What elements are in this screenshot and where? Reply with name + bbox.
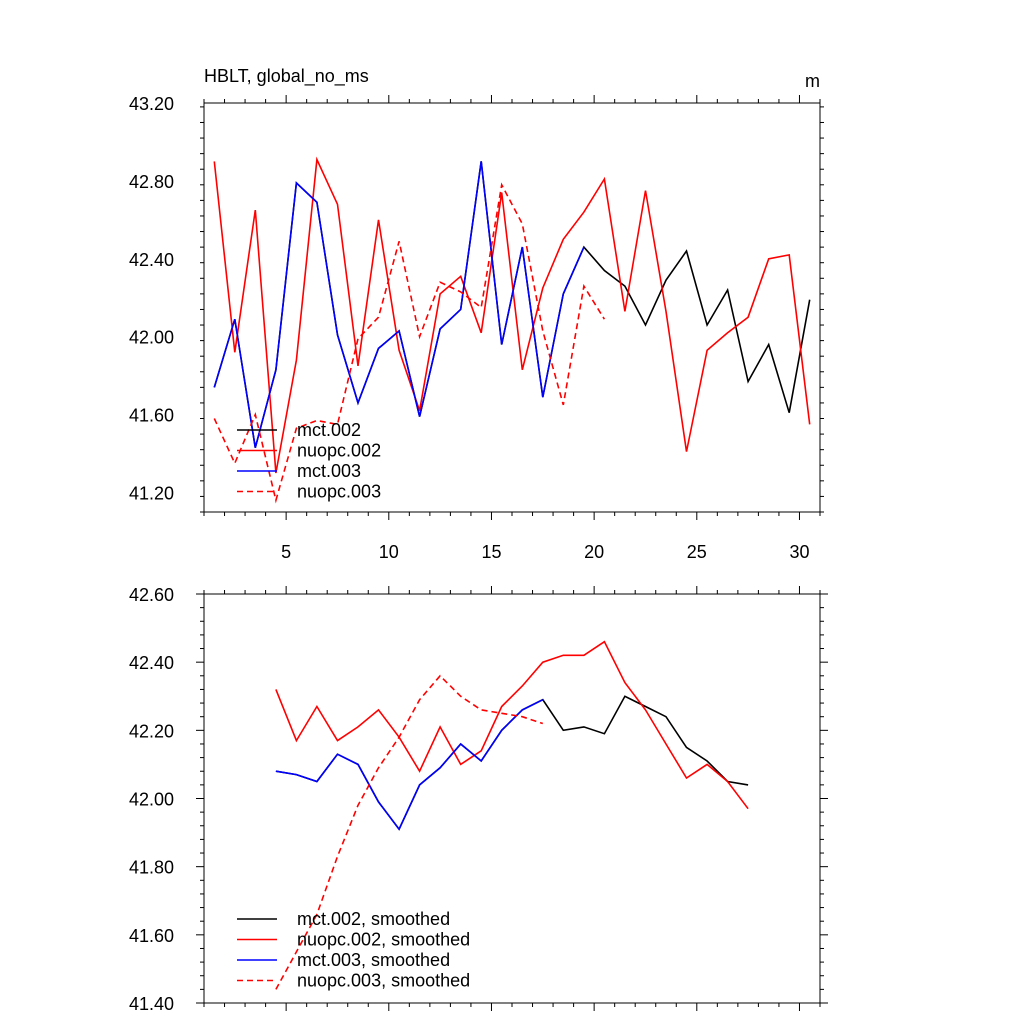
- series-line-nuopc-002-smoothed: [275, 640, 749, 810]
- legend-label: nuopc.003: [297, 482, 381, 502]
- y-tick-label: 42.20: [129, 721, 174, 741]
- legend-label: mct.002, smoothed: [297, 909, 450, 929]
- series-line-mct-003: [213, 161, 585, 448]
- series-line-nuopc-003: [213, 182, 606, 504]
- bottom-panel: 41.40 41.60 41.80 42.00 42.20 42.40 42.60 mct.0…: [129, 585, 828, 1014]
- y-tick-label: 42.80: [129, 172, 174, 192]
- legend-label: mct.003, smoothed: [297, 950, 450, 970]
- y-tick-label: 41.80: [129, 858, 174, 878]
- series-line-nuopc-002: [213, 156, 811, 474]
- y-tick-label: 41.20: [129, 484, 174, 504]
- x-tick-label: 10: [379, 542, 399, 562]
- legend-label: nuopc.002: [297, 441, 381, 461]
- x-tick-label: 20: [584, 542, 604, 562]
- y-tick-label: 42.60: [129, 585, 174, 605]
- y-tick-label: 41.60: [129, 926, 174, 946]
- units-label: m: [805, 71, 820, 91]
- y-tick-label: 42.40: [129, 250, 174, 270]
- y-tick-label: 41.60: [129, 406, 174, 426]
- top-panel: HBLT, global_no_ms m 5 10 15 20 25 30 41.20 41.…: [129, 66, 824, 562]
- y-tick-label: 42.00: [129, 328, 174, 348]
- y-tick-label: 42.40: [129, 653, 174, 673]
- legend-label: mct.003: [297, 461, 361, 481]
- legend-label: nuopc.002, smoothed: [297, 930, 470, 950]
- x-tick-label: 25: [687, 542, 707, 562]
- x-tick-label: 30: [789, 542, 809, 562]
- y-tick-label: 43.20: [129, 94, 174, 114]
- x-tick-label: 5: [281, 542, 291, 562]
- y-tick-label: 42.00: [129, 790, 174, 810]
- x-tick-label: 15: [481, 542, 501, 562]
- series-line-mct-003-smoothed: [275, 698, 544, 831]
- legend-label: nuopc.003, smoothed: [297, 971, 470, 991]
- y-tick-label: 41.40: [129, 994, 174, 1014]
- legend-label: mct.002: [297, 420, 361, 440]
- series-line-nuopc-003-smoothed: [275, 674, 544, 990]
- chart-title: HBLT, global_no_ms: [204, 66, 369, 87]
